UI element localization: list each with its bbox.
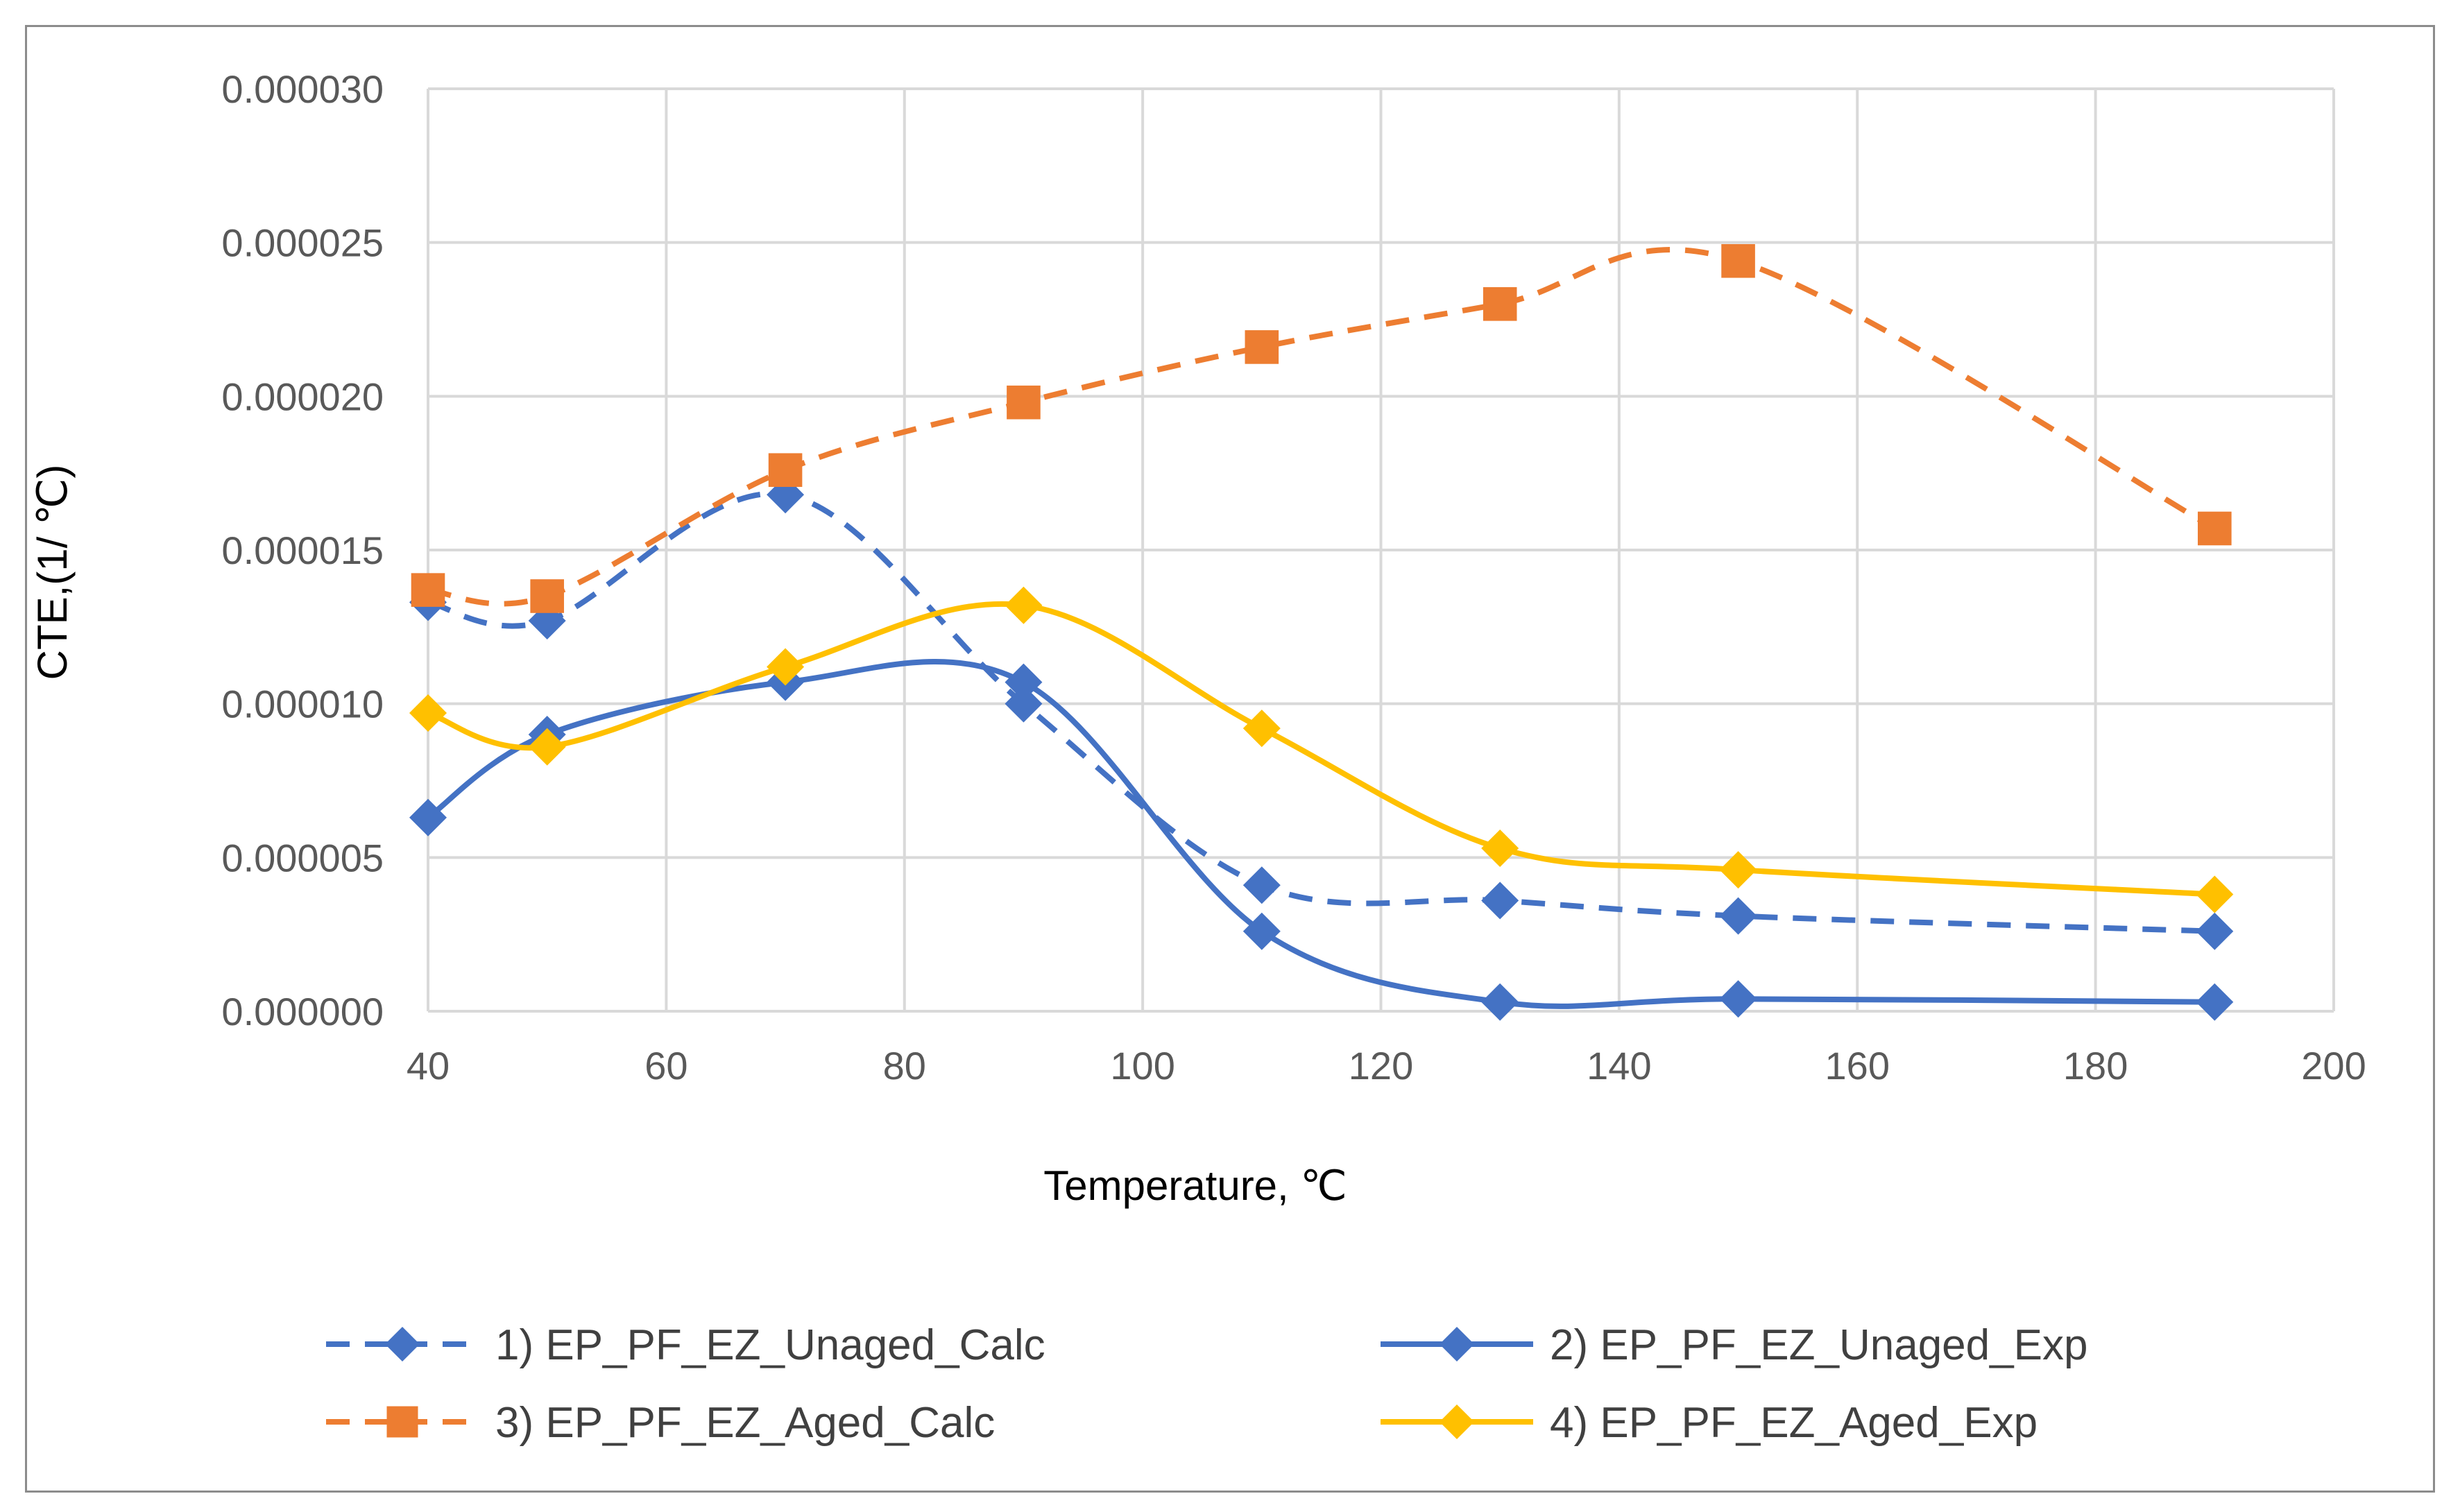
data-point — [1483, 287, 1517, 321]
series-group — [409, 243, 2234, 1021]
data-point — [1242, 912, 1281, 950]
y-tick-label: 0.000000 — [221, 990, 384, 1033]
x-axis-title: Temperature, ℃ — [1043, 1162, 1347, 1209]
data-point — [1245, 330, 1279, 364]
data-point — [2196, 983, 2234, 1021]
x-tick-label: 160 — [1825, 1044, 1890, 1088]
series-2 — [409, 659, 2234, 1021]
legend: 1) EP_PF_EZ_Unaged_Calc 2) EP_PF_EZ_Unage… — [326, 1321, 2087, 1447]
y-tick-label: 0.000015 — [221, 529, 384, 572]
legend-label: 3) EP_PF_EZ_Aged_Calc — [495, 1399, 995, 1447]
data-point — [1721, 243, 1755, 278]
legend-marker — [386, 1406, 418, 1438]
x-tick-label: 40 — [407, 1044, 450, 1088]
series-line — [427, 490, 2215, 934]
series-line — [427, 247, 2216, 607]
legend-label: 2) EP_PF_EZ_Unaged_Exp — [1550, 1321, 2087, 1369]
legend-marker — [385, 1327, 420, 1361]
series-1 — [409, 476, 2234, 950]
legend-marker — [1440, 1404, 1474, 1439]
y-tick-label: 0.000020 — [221, 375, 384, 418]
data-point — [1242, 710, 1281, 748]
legend-item-2: 2) EP_PF_EZ_Unaged_Exp — [1381, 1321, 2087, 1369]
y-tick-label: 0.000030 — [221, 67, 384, 111]
legend-item-1: 1) EP_PF_EZ_Unaged_Calc — [326, 1321, 1045, 1369]
y-tick-label: 0.000005 — [221, 836, 384, 879]
data-point — [2198, 511, 2232, 546]
legend-label: 1) EP_PF_EZ_Unaged_Calc — [495, 1321, 1045, 1369]
y-tick-label: 0.000025 — [221, 221, 384, 265]
data-point — [1005, 685, 1043, 723]
data-point — [1719, 980, 1757, 1018]
data-point — [409, 694, 447, 732]
series-4 — [409, 586, 2234, 913]
data-point — [1719, 851, 1757, 889]
data-point — [528, 728, 566, 766]
x-tick-label: 120 — [1349, 1044, 1413, 1088]
x-tick-label: 180 — [2063, 1044, 2128, 1088]
legend-label: 4) EP_PF_EZ_Aged_Exp — [1550, 1399, 2038, 1447]
data-point — [2196, 875, 2234, 913]
data-point — [409, 798, 447, 836]
series-line — [427, 601, 2215, 897]
data-point — [1005, 586, 1043, 624]
grid — [427, 87, 2335, 1013]
x-tick-label: 140 — [1587, 1044, 1651, 1088]
legend-marker — [1440, 1327, 1474, 1361]
data-point — [1481, 830, 1519, 868]
x-axis-ticks: 40 60 80 100 120 140 160 180 200 — [407, 1044, 2366, 1088]
y-tick-label: 0.000010 — [221, 682, 384, 726]
x-tick-label: 200 — [2301, 1044, 2366, 1088]
x-tick-label: 100 — [1110, 1044, 1175, 1088]
data-point — [768, 453, 803, 488]
data-point — [1481, 882, 1519, 920]
data-point — [767, 648, 805, 686]
y-axis-ticks: 0.000000 0.000005 0.000010 0.000015 0.000020… — [221, 67, 384, 1033]
y-axis-title: CTE,(1/ ℃) — [29, 465, 76, 680]
data-point — [1481, 983, 1519, 1021]
x-tick-label: 60 — [644, 1044, 687, 1088]
data-point — [411, 573, 445, 607]
data-point — [1005, 663, 1043, 701]
legend-item-3: 3) EP_PF_EZ_Aged_Calc — [326, 1399, 995, 1447]
data-point — [1007, 385, 1041, 420]
data-point — [1719, 897, 1757, 935]
series-3 — [411, 243, 2232, 613]
x-tick-label: 80 — [883, 1044, 926, 1088]
legend-item-4: 4) EP_PF_EZ_Aged_Exp — [1381, 1399, 2038, 1447]
data-point — [1242, 866, 1281, 904]
data-point — [530, 579, 564, 613]
data-point — [2196, 912, 2234, 950]
series-line — [426, 659, 2215, 1009]
